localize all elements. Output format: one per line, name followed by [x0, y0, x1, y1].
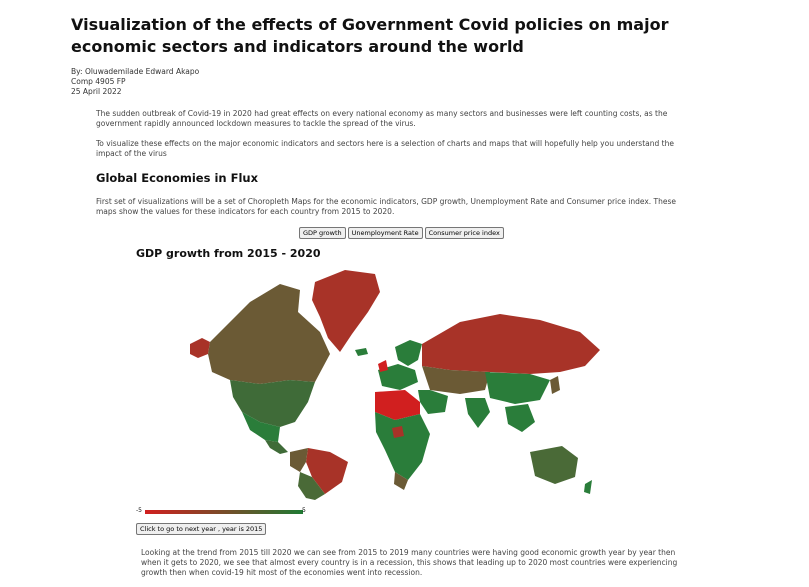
country-brazil[interactable]	[306, 448, 348, 494]
country-japan[interactable]	[550, 376, 560, 394]
country-india[interactable]	[465, 398, 490, 428]
indicator-button-group: GDP growth Unemployment Rate Consumer pr…	[299, 227, 504, 239]
country-uk[interactable]	[378, 360, 388, 372]
country-africa[interactable]	[375, 412, 430, 480]
country-usa[interactable]	[230, 380, 315, 427]
intro-paragraph-2: To visualize these effects on the major …	[96, 139, 674, 158]
unemployment-rate-button[interactable]: Unemployment Rate	[347, 227, 423, 239]
course: Comp 4905 FP	[71, 77, 126, 86]
country-south-africa[interactable]	[394, 472, 408, 490]
country-scandinavia[interactable]	[395, 340, 422, 366]
author: By: Oluwademilade Edward Akapo	[71, 67, 200, 76]
gdp-growth-button[interactable]: GDP growth	[299, 227, 346, 239]
country-southeast-asia[interactable]	[505, 404, 535, 432]
section-title: Global Economies in Flux	[96, 171, 258, 185]
legend-min-label: -5	[136, 507, 142, 514]
country-argentina-chile[interactable]	[298, 472, 325, 500]
map-title: GDP growth from 2015 - 2020	[136, 247, 321, 260]
consumer-price-index-button[interactable]: Consumer price index	[424, 227, 504, 239]
map-legend: -5 5	[136, 506, 306, 520]
country-canada[interactable]	[208, 284, 330, 384]
date: 25 April 2022	[71, 87, 122, 96]
choropleth-world-map[interactable]	[130, 262, 630, 502]
country-north-africa[interactable]	[375, 390, 420, 420]
next-year-button[interactable]: Click to go to next year , year is 2015	[136, 523, 267, 535]
country-new-zealand[interactable]	[584, 480, 592, 494]
legend-gradient-bar	[145, 510, 303, 514]
conclusion-paragraph: Looking at the trend from 2015 till 2020…	[141, 548, 678, 577]
country-north-south-america[interactable]	[290, 448, 308, 472]
country-central-asia[interactable]	[422, 366, 490, 394]
country-russia[interactable]	[422, 314, 600, 374]
section-description: First set of visualizations will be a se…	[96, 197, 677, 216]
country-iceland[interactable]	[355, 348, 368, 356]
country-central-america[interactable]	[265, 440, 288, 454]
intro-paragraph-1: The sudden outbreak of Covid-19 in 2020 …	[96, 109, 668, 128]
country-alaska[interactable]	[190, 338, 210, 358]
legend-max-label: 5	[302, 507, 306, 514]
page-title: Visualization of the effects of Governme…	[71, 15, 669, 56]
country-nigeria[interactable]	[392, 426, 404, 438]
country-china[interactable]	[485, 372, 550, 404]
country-mexico[interactable]	[242, 412, 280, 442]
country-australia[interactable]	[530, 446, 578, 484]
country-west-europe[interactable]	[378, 364, 418, 390]
country-middle-east[interactable]	[418, 390, 448, 414]
byline: By: Oluwademilade Edward Akapo Comp 4905…	[71, 67, 199, 97]
country-greenland[interactable]	[312, 270, 380, 352]
